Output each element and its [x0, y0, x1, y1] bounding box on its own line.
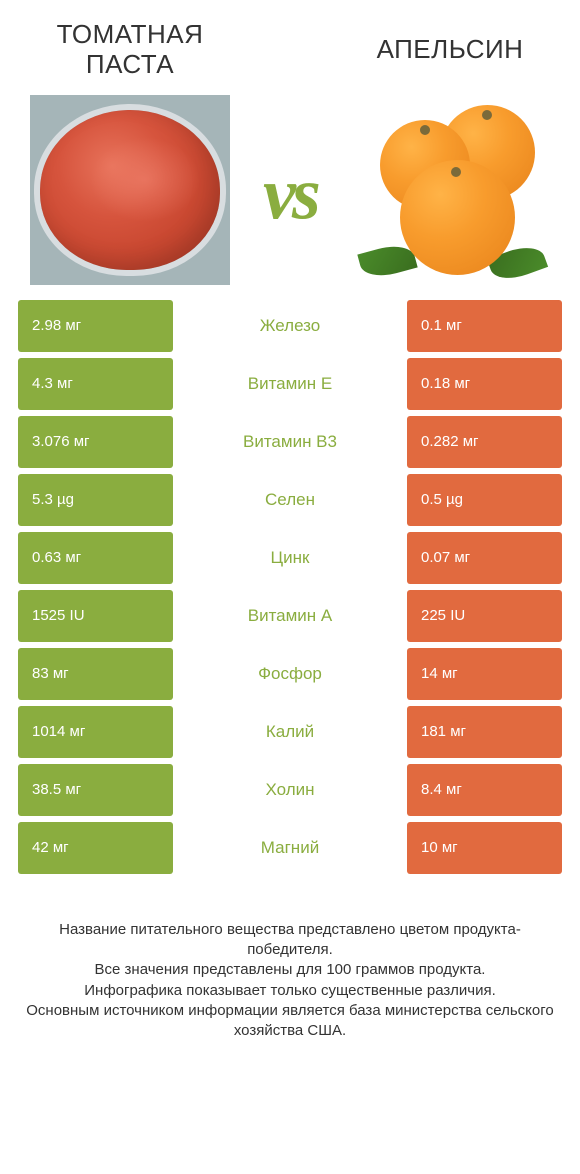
value-left: 0.63 мг: [18, 532, 173, 584]
value-right: 225 IU: [407, 590, 562, 642]
nutrient-label: Магний: [173, 822, 407, 874]
nutrient-label: Холин: [173, 764, 407, 816]
value-right: 10 мг: [407, 822, 562, 874]
nutrient-label: Калий: [173, 706, 407, 758]
value-left: 42 мг: [18, 822, 173, 874]
nutrient-label: Витамин E: [173, 358, 407, 410]
nutrient-label: Цинк: [173, 532, 407, 584]
table-row: 2.98 мгЖелезо0.1 мг: [18, 300, 562, 352]
value-right: 0.07 мг: [407, 532, 562, 584]
value-left: 83 мг: [18, 648, 173, 700]
value-right: 0.282 мг: [407, 416, 562, 468]
header: ТОМАТНАЯ ПАСТА АПЕЛЬСИН: [0, 0, 580, 90]
value-right: 8.4 мг: [407, 764, 562, 816]
footer-line: Все значения представлены для 100 граммо…: [25, 960, 555, 980]
table-row: 4.3 мгВитамин E0.18 мг: [18, 358, 562, 410]
footer-line: Инфографика показывает только существенн…: [25, 981, 555, 1001]
comparison-table: 2.98 мгЖелезо0.1 мг 4.3 мгВитамин E0.18 м…: [0, 300, 580, 874]
nutrient-label: Селен: [173, 474, 407, 526]
orange-image: [350, 95, 550, 285]
table-row: 3.076 мгВитамин B30.282 мг: [18, 416, 562, 468]
vs-label: vs: [263, 152, 317, 237]
table-row: 42 мгМагний10 мг: [18, 822, 562, 874]
table-row: 0.63 мгЦинк0.07 мг: [18, 532, 562, 584]
footer-line: Основным источником информации является …: [25, 1001, 555, 1042]
footer-line: Название питательного вещества представл…: [25, 920, 555, 961]
value-right: 14 мг: [407, 648, 562, 700]
table-row: 83 мгФосфор14 мг: [18, 648, 562, 700]
value-left: 3.076 мг: [18, 416, 173, 468]
value-left: 38.5 мг: [18, 764, 173, 816]
title-left: ТОМАТНАЯ ПАСТА: [40, 20, 220, 80]
nutrient-label: Витамин B3: [173, 416, 407, 468]
tomato-paste-image: [30, 95, 230, 285]
value-left: 2.98 мг: [18, 300, 173, 352]
nutrient-label: Железо: [173, 300, 407, 352]
value-right: 0.5 µg: [407, 474, 562, 526]
value-left: 1525 IU: [18, 590, 173, 642]
table-row: 5.3 µgСелен0.5 µg: [18, 474, 562, 526]
table-row: 1525 IUВитамин A225 IU: [18, 590, 562, 642]
value-left: 1014 мг: [18, 706, 173, 758]
title-right: АПЕЛЬСИН: [360, 35, 540, 65]
value-right: 0.1 мг: [407, 300, 562, 352]
value-right: 0.18 мг: [407, 358, 562, 410]
table-row: 1014 мгКалий181 мг: [18, 706, 562, 758]
value-left: 5.3 µg: [18, 474, 173, 526]
value-left: 4.3 мг: [18, 358, 173, 410]
images-row: vs: [0, 90, 580, 300]
nutrient-label: Витамин A: [173, 590, 407, 642]
nutrient-label: Фосфор: [173, 648, 407, 700]
footer-notes: Название питательного вещества представл…: [0, 880, 580, 1062]
table-row: 38.5 мгХолин8.4 мг: [18, 764, 562, 816]
value-right: 181 мг: [407, 706, 562, 758]
